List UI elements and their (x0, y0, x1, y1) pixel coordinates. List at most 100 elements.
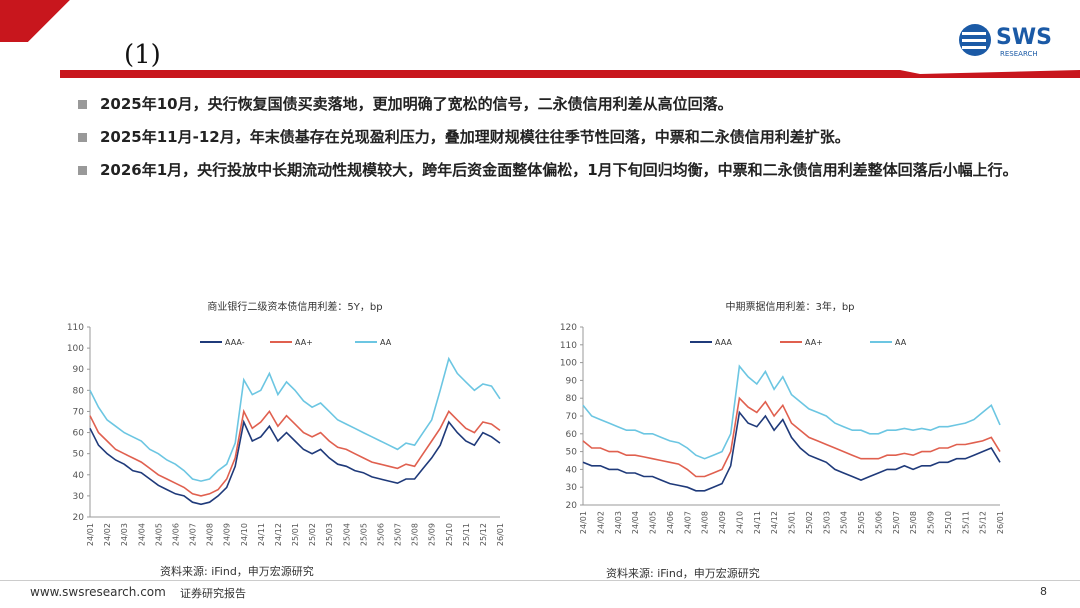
y-tick-label: 30 (566, 483, 578, 493)
x-tick-label: 24/05 (649, 511, 658, 534)
y-tick-label: 30 (73, 492, 85, 502)
x-tick-label: 26/01 (996, 511, 1005, 534)
line-series (582, 396, 1001, 478)
x-tick-label: 25/11 (462, 523, 471, 546)
x-tick-label: 25/04 (342, 523, 351, 546)
x-tick-label: 24/02 (103, 523, 112, 546)
x-tick-label: 24/01 (579, 511, 588, 534)
y-tick-label: 20 (73, 513, 85, 523)
x-tick-label: 25/01 (291, 523, 300, 546)
x-tick-label: 24/12 (274, 523, 283, 546)
y-tick-label: 40 (566, 465, 578, 475)
y-tick-label: 40 (73, 471, 85, 481)
x-tick-label: 24/11 (753, 511, 762, 534)
x-tick-label: 25/11 (961, 511, 970, 534)
x-tick-label: 25/03 (822, 511, 831, 534)
x-tick-label: 24/07 (683, 511, 692, 534)
x-tick-label: 25/08 (411, 523, 420, 546)
y-tick-label: 120 (560, 323, 577, 333)
footer-url: www.swsresearch.com (30, 585, 166, 599)
x-tick-label: 24/03 (120, 523, 129, 546)
x-tick-label: 25/05 (857, 511, 866, 534)
y-tick-label: 70 (73, 407, 85, 417)
x-tick-label: 24/05 (154, 523, 163, 546)
x-tick-label: 24/04 (137, 523, 146, 546)
line-series (582, 364, 1001, 460)
x-tick-label: 24/06 (666, 511, 675, 534)
x-tick-label: 24/03 (614, 511, 623, 534)
x-tick-label: 24/02 (596, 511, 605, 534)
y-tick-label: 100 (67, 344, 84, 354)
x-tick-label: 26/01 (496, 523, 505, 546)
line-series (89, 356, 501, 482)
x-tick-label: 25/06 (874, 511, 883, 534)
line-series (582, 410, 1001, 492)
x-tick-label: 24/08 (701, 511, 710, 534)
x-tick-label: 25/10 (944, 511, 953, 534)
x-tick-label: 25/12 (479, 523, 488, 546)
source-note: 资料来源: iFind，申万宏源研究 (606, 567, 760, 580)
y-tick-label: 80 (73, 386, 85, 396)
y-tick-label: 80 (566, 394, 578, 404)
logo-sub: RESEARCH (1000, 50, 1038, 58)
x-tick-label: 25/12 (979, 511, 988, 534)
y-tick-label: 50 (73, 450, 85, 460)
y-tick-label: 90 (566, 376, 578, 386)
bullet-marker (78, 166, 87, 175)
legend-label: AA (380, 338, 392, 347)
x-tick-label: 24/01 (86, 523, 95, 546)
bullet: 2026年1月，央行投放中长期流动性规模较大，跨年后资金面整体偏松，1月下旬回归… (100, 161, 1018, 179)
footer-label: 证券研究报告 (180, 587, 246, 600)
x-tick-label: 24/08 (206, 523, 215, 546)
x-tick-label: 24/10 (240, 523, 249, 546)
logo: SWS (996, 25, 1052, 50)
bullet-marker (78, 100, 87, 109)
bullet: 2025年11月-12月，年末债基存在兑现盈利压力，叠加理财规模往往季节性回落，… (100, 128, 850, 146)
x-tick-label: 25/09 (428, 523, 437, 546)
x-tick-label: 25/06 (376, 523, 385, 546)
y-tick-label: 20 (566, 501, 578, 511)
charts: 商业银行二级资本债信用利差：5Y，bp 20 30 40 50 60 70 80 90 100 11… (67, 300, 1005, 546)
page-number: 8 (1040, 585, 1047, 598)
y-tick-label: 70 (566, 412, 578, 422)
x-tick-label: 24/10 (735, 511, 744, 534)
x-tick-label: 24/07 (189, 523, 198, 546)
chart-title: 中期票据信用利差：3年，bp (725, 300, 854, 313)
x-tick-label: 24/09 (223, 523, 232, 546)
x-tick-label: 24/06 (171, 523, 180, 546)
slide-title: (1) (124, 40, 161, 70)
legend-label: AAA (715, 338, 732, 347)
footer-rule (0, 580, 1080, 581)
x-tick-label: 24/09 (718, 511, 727, 534)
x-tick-label: 25/02 (308, 523, 317, 546)
line-series (89, 408, 501, 497)
line-series (89, 419, 501, 506)
y-tick-label: 110 (560, 341, 577, 351)
chart-title: 商业银行二级资本债信用利差：5Y，bp (207, 300, 382, 313)
x-tick-label: 25/09 (927, 511, 936, 534)
x-tick-label: 25/04 (840, 511, 849, 534)
x-tick-label: 25/01 (788, 511, 797, 534)
x-tick-label: 25/05 (359, 523, 368, 546)
y-tick-label: 90 (73, 365, 85, 375)
legend-label: AA (895, 338, 907, 347)
header-band (0, 0, 1080, 78)
x-tick-label: 25/07 (892, 511, 901, 534)
x-tick-label: 25/10 (445, 523, 454, 546)
y-tick-label: 100 (560, 359, 577, 369)
y-tick-label: 60 (73, 429, 85, 439)
x-tick-label: 24/11 (257, 523, 266, 546)
bullet-marker (78, 133, 87, 142)
y-tick-label: 110 (67, 323, 84, 333)
y-tick-label: 60 (566, 430, 578, 440)
x-tick-label: 24/12 (770, 511, 779, 534)
x-tick-label: 25/02 (805, 511, 814, 534)
legend-label: AAA- (225, 338, 245, 347)
x-tick-label: 25/07 (394, 523, 403, 546)
y-tick-label: 50 (566, 448, 578, 458)
x-tick-label: 24/04 (631, 511, 640, 534)
legend-label: AA+ (805, 338, 823, 347)
bullet: 2025年10月，央行恢复国债买卖落地，更加明确了宽松的信号，二永债信用利差从高… (100, 95, 733, 113)
legend-label: AA+ (295, 338, 313, 347)
